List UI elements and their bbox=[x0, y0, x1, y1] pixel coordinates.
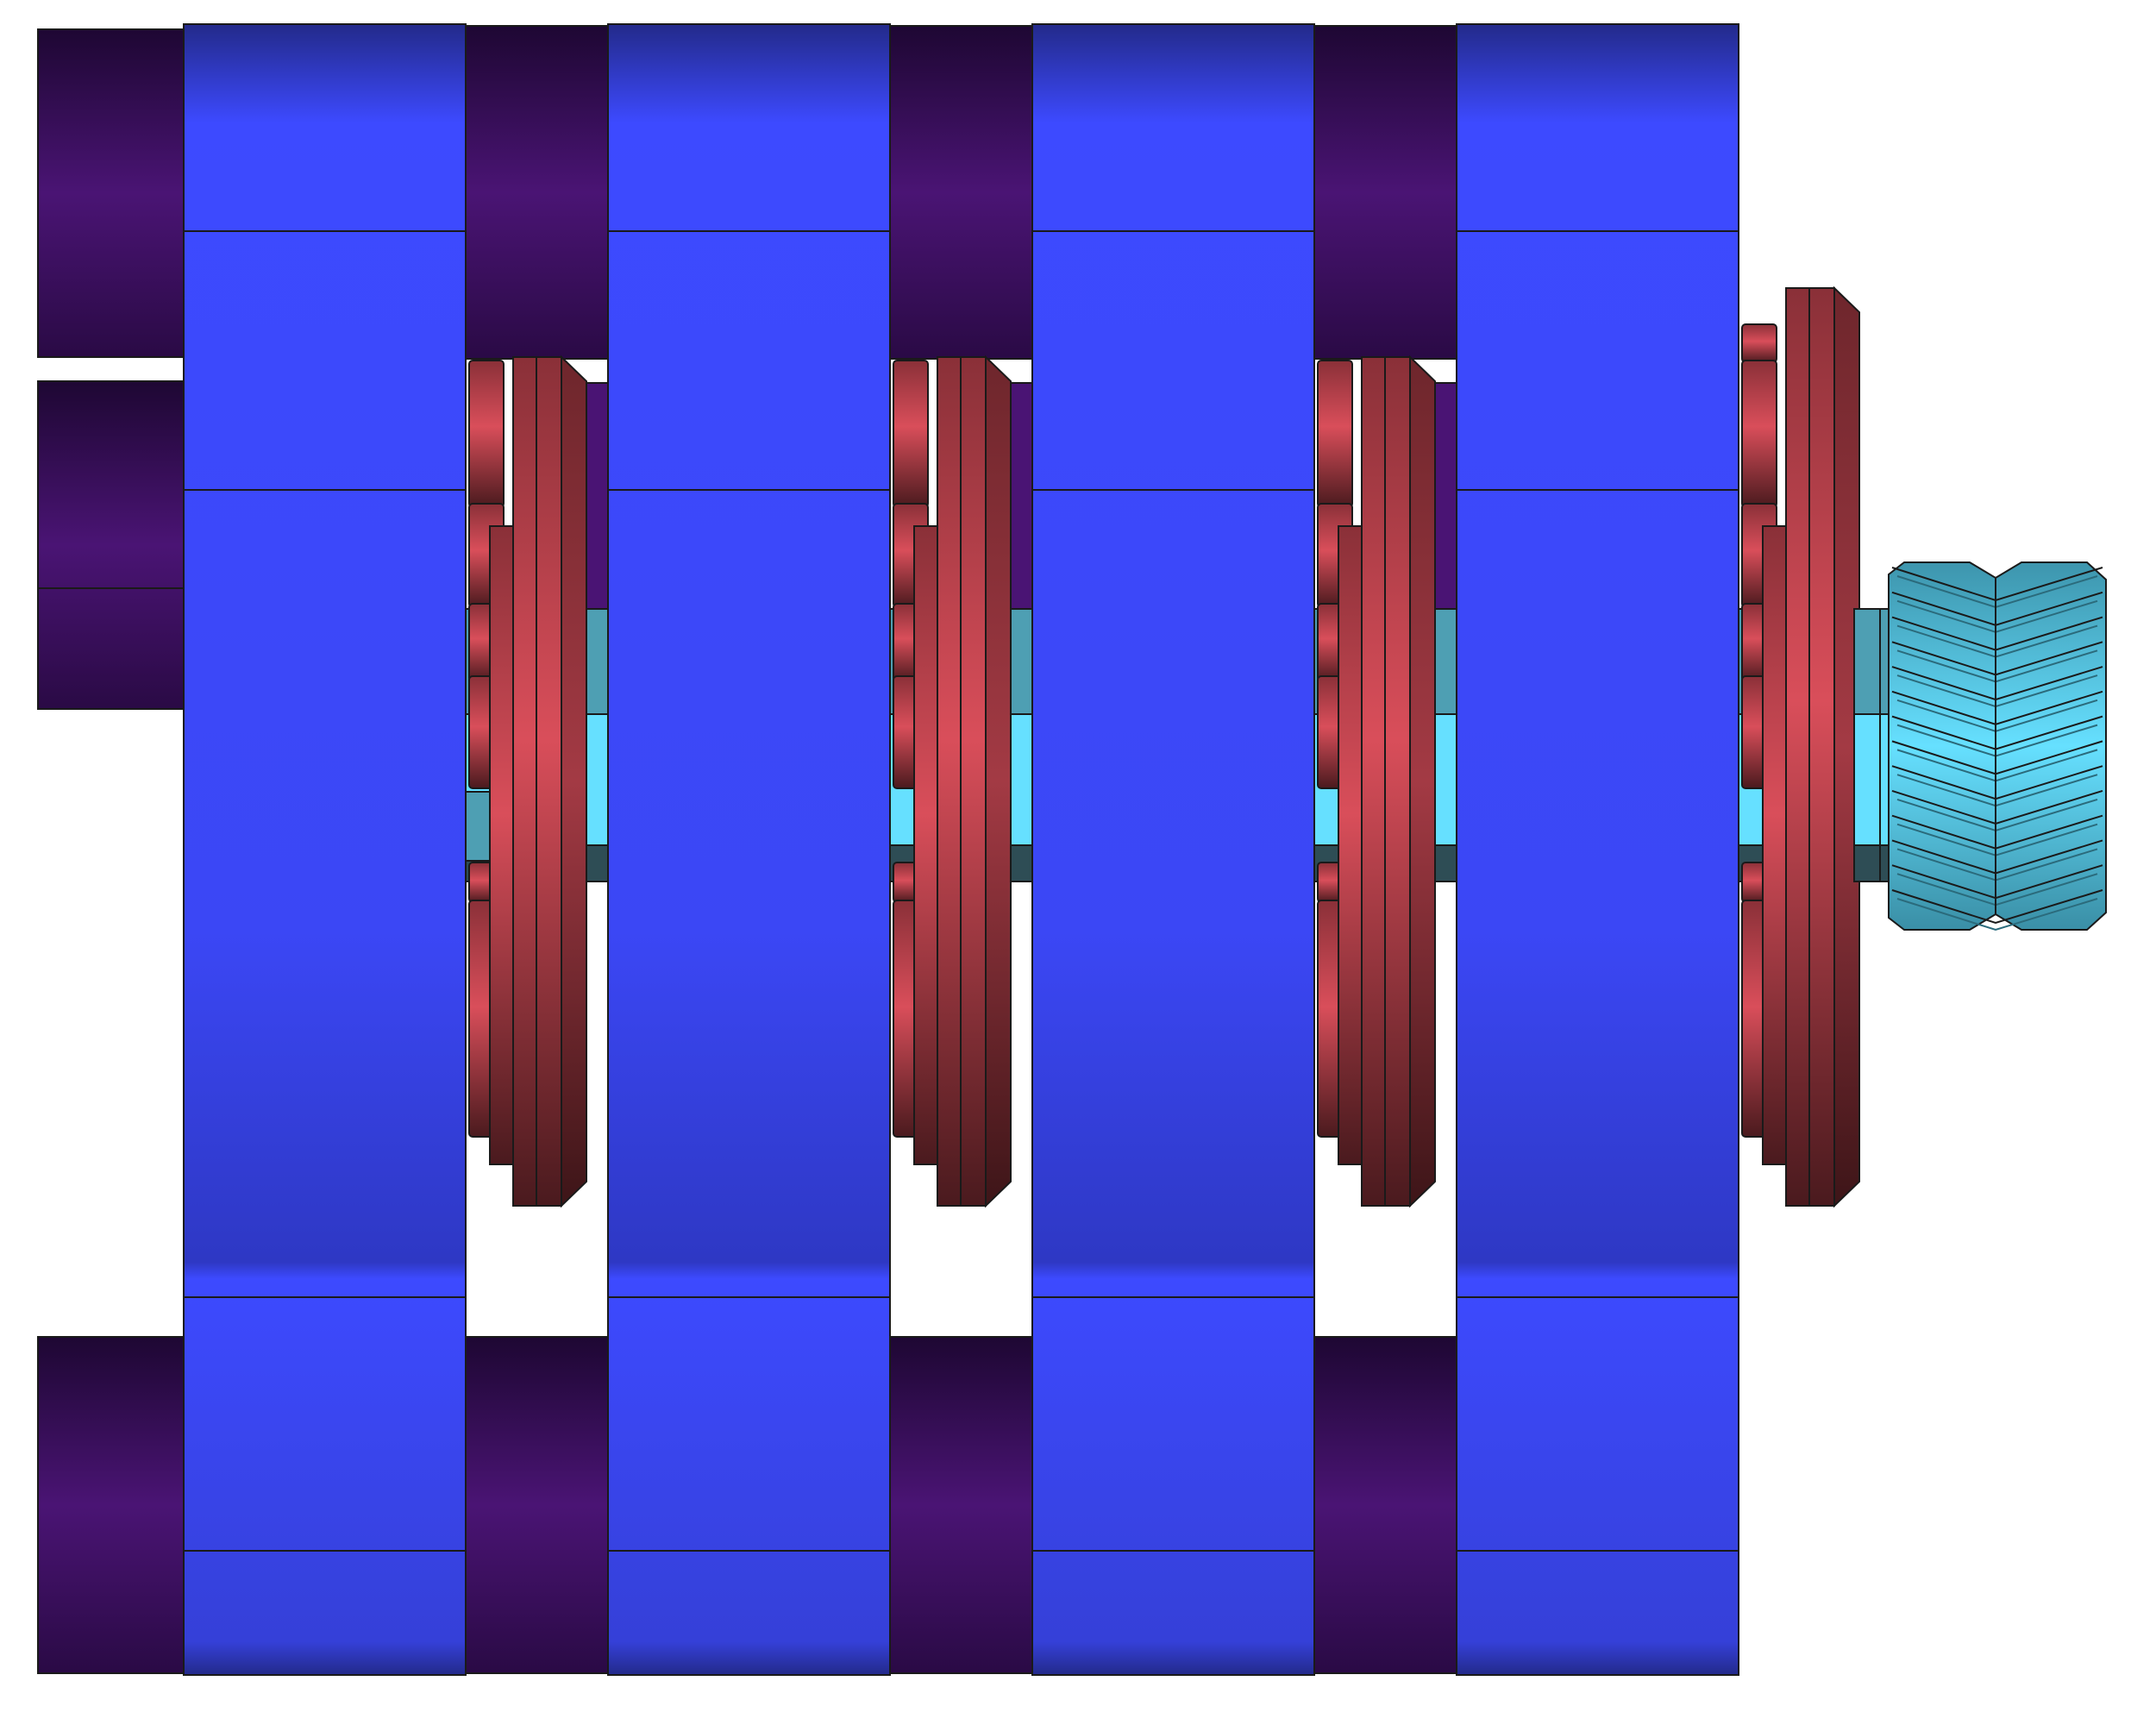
spacer-block bbox=[37, 28, 185, 358]
gear-disc bbox=[489, 525, 517, 1165]
gear-stack bbox=[1317, 354, 1436, 1208]
spacer-top bbox=[1313, 25, 1457, 360]
spacer-block bbox=[37, 380, 185, 710]
spacer-top bbox=[889, 25, 1033, 360]
spacer-bottom bbox=[1313, 1336, 1457, 1674]
spacer-bottom bbox=[465, 1336, 609, 1674]
ring-disc bbox=[183, 23, 467, 1676]
spacer-columns bbox=[465, 25, 1457, 1674]
gear-disc bbox=[1762, 525, 1789, 1165]
ring-discs bbox=[183, 23, 1739, 1676]
gear-tooth bbox=[1317, 360, 1353, 508]
ring-disc bbox=[1456, 23, 1739, 1676]
pinion-tooth bbox=[1891, 889, 2103, 925]
ring-disc bbox=[1031, 23, 1315, 1676]
gear-stacks bbox=[468, 285, 1860, 1208]
gear-bevel bbox=[561, 354, 587, 1208]
ring-disc bbox=[607, 23, 891, 1676]
pinion-tooth-edge bbox=[1896, 898, 2098, 932]
pinion-shaft bbox=[1853, 608, 1881, 882]
left-spacer-column bbox=[37, 28, 185, 1674]
gear-stack bbox=[893, 354, 1012, 1208]
gear-stack bbox=[468, 354, 587, 1208]
gear-stack bbox=[1741, 285, 1860, 1208]
spacer-bottom bbox=[889, 1336, 1033, 1674]
spacer-top bbox=[465, 25, 609, 360]
spacer-block bbox=[37, 1336, 185, 1674]
gear-bevel bbox=[1833, 285, 1860, 1208]
gear-tooth bbox=[1741, 323, 1777, 363]
gear-disc bbox=[913, 525, 941, 1165]
gear-bevel bbox=[985, 354, 1012, 1208]
gear-tooth bbox=[893, 360, 929, 508]
gear-disc bbox=[1338, 525, 1365, 1165]
gear-tooth bbox=[468, 360, 505, 508]
gear-bevel bbox=[1409, 354, 1436, 1208]
gear-tooth bbox=[1741, 360, 1777, 508]
herringbone-pinion bbox=[1888, 561, 2107, 932]
